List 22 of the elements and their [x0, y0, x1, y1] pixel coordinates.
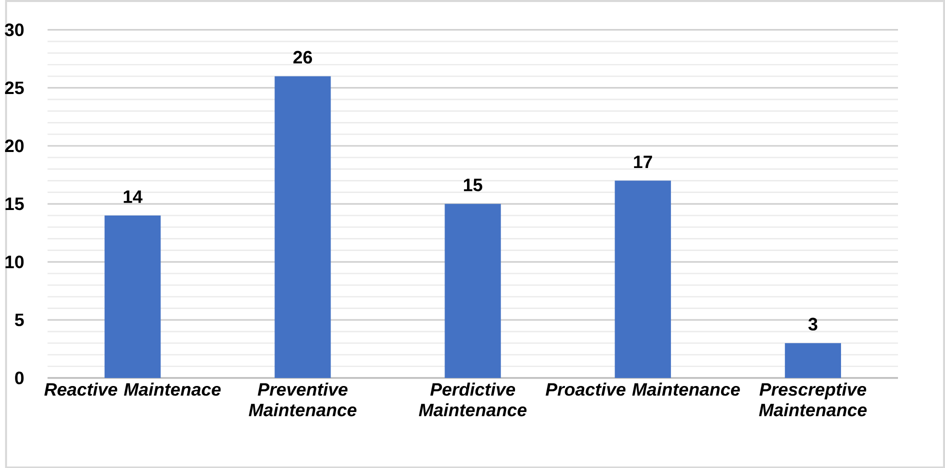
x-tick-label: Prescreptive Maintenance: [759, 382, 867, 416]
x-tick-label: Proactive Maintenance: [546, 382, 740, 396]
bar: [104, 215, 161, 378]
x-tick-label: Perdictive Maintenance: [418, 382, 527, 416]
y-tick-label: 0: [15, 371, 24, 384]
y-tick-label: 30: [4, 23, 24, 36]
y-tick-label: 5: [14, 313, 24, 326]
y-tick-label: 15: [6, 197, 24, 210]
bar: [274, 76, 331, 378]
x-tick-label: Preventive Maintenance: [248, 382, 356, 416]
y-tick-label: 25: [5, 81, 24, 94]
x-tick-label: Reactive Maintenace: [44, 382, 221, 396]
bar: [444, 204, 501, 378]
data-label: 14: [124, 190, 142, 203]
data-label: 15: [464, 178, 482, 192]
y-tick-label: 10: [6, 255, 24, 268]
data-label: 26: [293, 50, 312, 64]
y-tick-label: 20: [5, 139, 24, 152]
data-label: 17: [634, 155, 652, 168]
bar: [784, 342, 842, 378]
bar: [614, 180, 671, 378]
data-label: 3: [808, 318, 818, 330]
